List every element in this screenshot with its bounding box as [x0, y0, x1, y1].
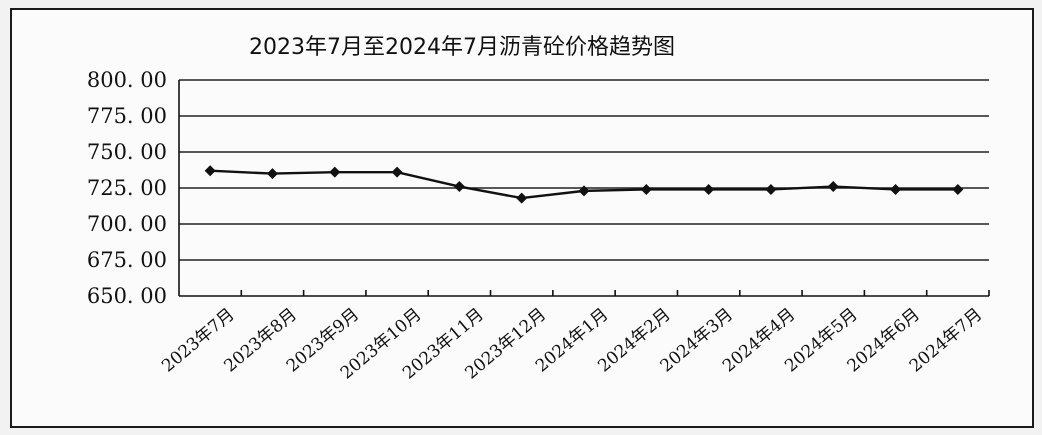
chart-frame: 2023年7月至2024年7月沥青砼价格趋势图 800. 00 775. 00 75… [10, 8, 1034, 428]
y-tick-label: 725. 00 [87, 176, 167, 200]
line-chart: 2023年7月至2024年7月沥青砼价格趋势图 800. 00 775. 00 75… [87, 35, 990, 383]
data-point [890, 183, 902, 195]
y-tick-label: 700. 00 [87, 212, 167, 236]
chart-title: 2023年7月至2024年7月沥青砼价格趋势图 [249, 35, 675, 60]
data-point [703, 183, 715, 195]
data-point [578, 185, 590, 197]
data-point [827, 181, 839, 193]
data-point [329, 166, 341, 178]
y-tick-label: 650. 00 [87, 284, 167, 308]
data-point [516, 192, 528, 204]
data-point [765, 183, 777, 195]
data-point [391, 166, 403, 178]
data-point [640, 183, 652, 195]
y-tick-label: 750. 00 [87, 140, 167, 164]
y-tick-label: 775. 00 [87, 104, 167, 128]
data-point [952, 183, 964, 195]
y-tick-label: 675. 00 [87, 248, 167, 272]
data-point [204, 165, 216, 177]
data-point [266, 168, 278, 180]
data-point [453, 181, 465, 193]
y-tick-label: 800. 00 [87, 68, 167, 92]
